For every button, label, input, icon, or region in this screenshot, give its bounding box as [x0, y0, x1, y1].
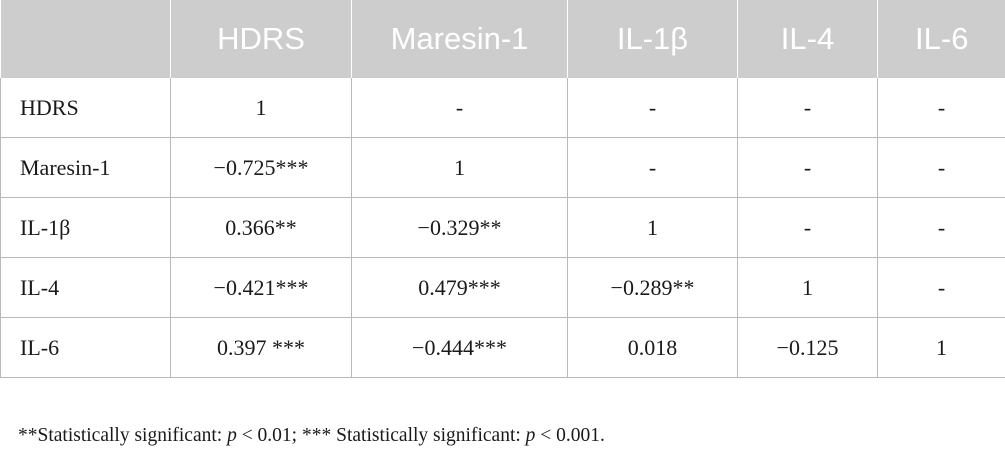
table-cell: −0.444***: [351, 317, 568, 378]
footnote-p-symbol-1: p: [227, 425, 237, 446]
table-row: Maresin-1 −0.725*** 1 - - -: [0, 137, 1005, 198]
row-label: HDRS: [0, 78, 171, 138]
table-cell: -: [877, 257, 1005, 318]
table-cell: −0.329**: [351, 197, 568, 258]
footnote-text-3: < 0.001.: [535, 425, 605, 446]
table-cell: -: [737, 197, 878, 258]
table-cell: 0.397 ***: [170, 317, 352, 378]
table-row: IL-1β 0.366** −0.329** 1 - -: [0, 197, 1005, 258]
table-cell: -: [351, 78, 568, 138]
table-cell: 0.366**: [170, 197, 352, 258]
footnote-text-2: < 0.01; *** Statistically significant:: [236, 425, 526, 446]
table-cell: 1: [170, 78, 352, 138]
row-label: IL-1β: [0, 197, 171, 258]
table-footnote: **Statistically significant: p < 0.01; *…: [18, 425, 605, 447]
table-cell: −0.725***: [170, 137, 352, 198]
header-cell-blank: [0, 0, 171, 78]
table-cell: −0.289**: [567, 257, 738, 318]
table-cell: 1: [737, 257, 878, 318]
header-cell-il-1b: IL-1β: [567, 0, 738, 78]
header-cell-hdrs: HDRS: [170, 0, 352, 78]
table-cell: -: [737, 78, 878, 138]
table-row: HDRS 1 - - - -: [0, 78, 1005, 138]
footnote-p-symbol-2: p: [525, 425, 536, 446]
table-cell: -: [567, 78, 738, 138]
header-cell-il-6: IL-6: [877, 0, 1005, 78]
header-cell-maresin-1: Maresin-1: [351, 0, 568, 78]
table-cell: 1: [567, 197, 738, 258]
table-cell: -: [877, 197, 1005, 258]
correlation-table: HDRS Maresin-1 IL-1β IL-4 IL-6 HDRS 1 - …: [0, 0, 1005, 378]
footnote-text-1: **Statistically significant:: [18, 425, 228, 446]
table-row: IL-6 0.397 *** −0.444*** 0.018 −0.125 1: [0, 317, 1005, 378]
table-cell: -: [877, 137, 1005, 198]
row-label: IL-6: [0, 317, 171, 378]
table-cell: 1: [877, 317, 1005, 378]
row-label: Maresin-1: [0, 137, 171, 198]
header-cell-il-4: IL-4: [737, 0, 878, 78]
table-cell: −0.125: [737, 317, 878, 378]
table-cell: -: [737, 137, 878, 198]
row-label: IL-4: [0, 257, 171, 318]
table-cell: −0.421***: [170, 257, 352, 318]
table-cell: 0.018: [567, 317, 738, 378]
correlation-table-container: HDRS Maresin-1 IL-1β IL-4 IL-6 HDRS 1 - …: [0, 0, 1005, 378]
table-cell: 1: [351, 137, 568, 198]
header-row: HDRS Maresin-1 IL-1β IL-4 IL-6: [0, 0, 1005, 78]
table-cell: -: [567, 137, 738, 198]
table-row: IL-4 −0.421*** 0.479*** −0.289** 1 -: [0, 257, 1005, 318]
table-cell: 0.479***: [351, 257, 568, 318]
table-cell: -: [877, 78, 1005, 138]
